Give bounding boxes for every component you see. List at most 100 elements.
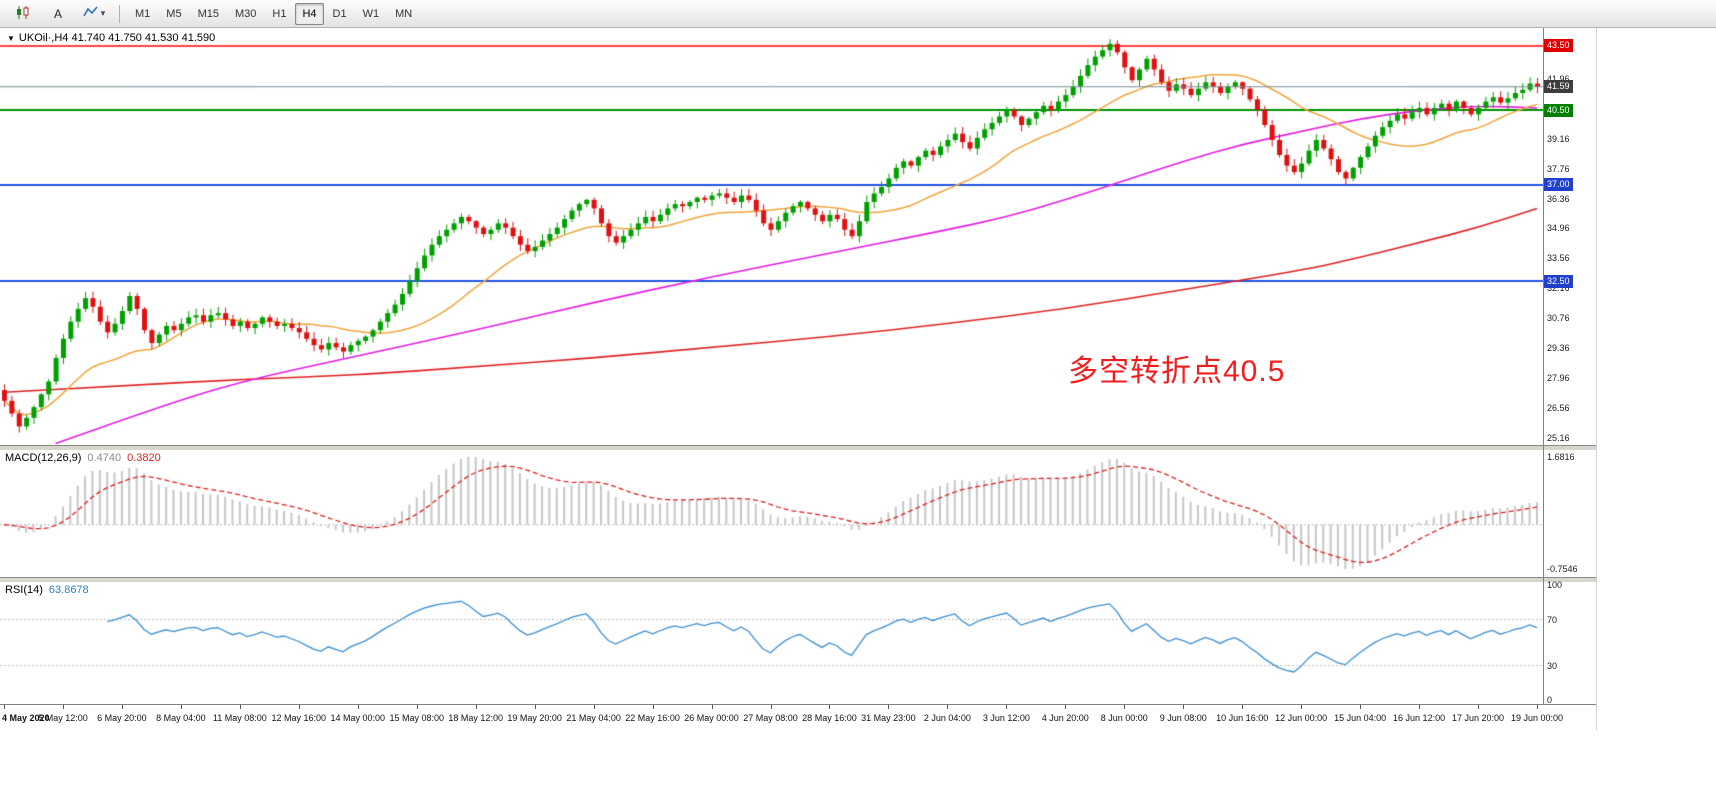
time-axis-tick xyxy=(1537,705,1538,709)
time-axis-tick xyxy=(4,705,5,709)
time-axis-tick xyxy=(416,705,418,709)
price-axis-tick: 36.36 xyxy=(1547,193,1570,204)
time-axis-label: 8 May 04:00 xyxy=(156,713,206,723)
indicator-axis-label: 30 xyxy=(1547,660,1558,671)
time-axis-tick xyxy=(180,705,182,709)
price-axis-tick: 41.96 xyxy=(1547,73,1570,84)
toolbar-divider xyxy=(119,4,120,23)
time-axis-tick xyxy=(1065,705,1067,709)
macd-signal-value: 0.3820 xyxy=(127,452,161,464)
price-axis-tick: 26.56 xyxy=(1547,403,1570,414)
timeframe-button-M5[interactable]: M5 xyxy=(166,7,182,20)
time-axis-tick xyxy=(947,705,949,709)
price-line-badge: 43.50 xyxy=(1544,39,1573,53)
time-axis-label: 12 Jun 00:00 xyxy=(1275,713,1328,723)
time-axis-label: 18 May 12:00 xyxy=(448,713,503,723)
time-axis-tick xyxy=(1360,705,1362,709)
time-axis-label: 22 May 16:00 xyxy=(625,713,680,723)
timeframe-button-H1[interactable]: H1 xyxy=(272,7,287,20)
timeframe-button-D1[interactable]: D1 xyxy=(332,7,347,20)
time-axis-label: 28 May 16:00 xyxy=(802,713,857,723)
price-axis-tick: 25.16 xyxy=(1547,432,1570,443)
time-axis-label: 15 May 08:00 xyxy=(389,713,444,723)
time-axis-label: 12 May 16:00 xyxy=(271,713,327,723)
indicator-axis-label: -0.7546 xyxy=(1547,564,1578,574)
time-axis-tick xyxy=(534,705,536,709)
time-axis-tick xyxy=(829,705,831,709)
price-axis-tick: 29.36 xyxy=(1547,343,1570,354)
price-axis-tick: 34.96 xyxy=(1547,223,1570,234)
time-axis-label: 19 May 20:00 xyxy=(507,713,562,723)
time-axis-label: 14 May 00:00 xyxy=(330,713,386,723)
macd-panel-title: MACD(12,26,9) 0.4740 0.3820 xyxy=(5,452,161,464)
price-line-badge: 32.50 xyxy=(1544,274,1573,288)
price-axis-divider xyxy=(1543,28,1544,705)
time-axis-tick xyxy=(770,705,772,709)
indicator-axis-label: 0 xyxy=(1547,695,1553,705)
time-axis-label: 31 May 23:00 xyxy=(861,713,916,723)
macd-indicator-label: MACD(12,26,9) xyxy=(5,452,82,464)
dropdown-caret-icon: ▾ xyxy=(100,8,106,18)
time-axis-label: 26 May 00:00 xyxy=(684,713,739,723)
timeframe-button-M1[interactable]: M1 xyxy=(135,7,151,20)
price-axis-tick: 33.56 xyxy=(1547,253,1570,264)
timeframe-buttons: M1 M5 M15 M30 H1 H4 D1 W1 MN xyxy=(127,2,420,25)
rsi-panel-title: RSI(14) 63.8678 xyxy=(5,584,89,596)
time-axis-label: 2 Jun 04:00 xyxy=(923,713,971,723)
time-axis-tick xyxy=(62,705,64,709)
symbol-marker-icon: ▼ xyxy=(7,33,15,43)
main-chart-canvas[interactable] xyxy=(0,28,1543,445)
time-axis-label: 15 Jun 04:00 xyxy=(1334,713,1387,723)
time-axis-tick xyxy=(1478,705,1480,709)
time-axis-tick xyxy=(121,705,123,709)
time-axis-tick xyxy=(475,705,477,709)
panel-splitter[interactable] xyxy=(0,445,1596,451)
price-axis-tick: 27.96 xyxy=(1547,373,1570,384)
time-axis-tick xyxy=(1419,705,1421,709)
time-axis-label: 11 May 08:00 xyxy=(212,713,267,723)
timeframe-button-W1[interactable]: W1 xyxy=(362,7,380,20)
time-axis-label: 19 Jun 00:00 xyxy=(1510,713,1564,723)
chart-ohlc-header: UKOil·,H4 41.740 41.750 41.530 41.590 xyxy=(18,32,216,44)
chart-type-button[interactable] xyxy=(5,2,39,26)
time-axis-label: 8 Jun 00:00 xyxy=(1100,713,1148,723)
time-axis-tick xyxy=(357,705,359,709)
timeframe-button-M30[interactable]: M30 xyxy=(234,7,257,20)
time-axis-label: 3 Jun 12:00 xyxy=(982,713,1030,723)
time-axis-label: 10 Jun 16:00 xyxy=(1216,713,1269,723)
macd-canvas[interactable] xyxy=(0,449,1543,577)
time-axis-label: 17 Jun 20:00 xyxy=(1452,713,1505,723)
time-axis-tick xyxy=(298,705,300,709)
text-tool-button[interactable]: A xyxy=(41,2,75,26)
time-axis-tick xyxy=(1006,705,1008,709)
price-line-badge: 37.00 xyxy=(1544,178,1573,192)
price-axis-tick: 39.16 xyxy=(1547,133,1570,144)
timeframe-button-H4[interactable]: H4 xyxy=(295,2,324,25)
rsi-value: 63.8678 xyxy=(48,584,89,596)
indicator-tool-button[interactable]: ▾ xyxy=(77,2,111,26)
timeframe-button-M15[interactable]: M15 xyxy=(197,7,219,20)
candlestick-chart-icon xyxy=(15,5,30,23)
time-axis-label: 5 May 12:00 xyxy=(38,713,88,723)
time-axis-label: 4 Jun 20:00 xyxy=(1041,713,1089,723)
timeframe-button-MN[interactable]: MN xyxy=(395,7,413,20)
price-line-badge: 40.50 xyxy=(1544,103,1573,117)
price-axis-tick: 30.76 xyxy=(1547,313,1570,324)
price-axis-tick: 37.76 xyxy=(1547,163,1570,174)
indicator-axis-label: 1.6816 xyxy=(1547,452,1575,462)
polyline-indicator-icon xyxy=(83,5,99,22)
rsi-canvas[interactable] xyxy=(0,581,1543,704)
time-axis[interactable]: 4 May 2020 5 May 12:00 6 May 20:00 8 May 04… xyxy=(0,704,1596,731)
time-axis-tick xyxy=(1183,705,1185,709)
time-axis-tick xyxy=(711,705,713,709)
panel-splitter[interactable] xyxy=(0,577,1596,583)
time-axis-tick xyxy=(1301,705,1303,709)
time-axis-tick xyxy=(239,705,241,709)
time-axis-label: 6 May 20:00 xyxy=(97,713,147,723)
time-axis-label: 9 Jun 08:00 xyxy=(1159,713,1207,723)
time-axis-label: 4 May 2020 xyxy=(2,713,50,723)
price-axis-tick: 32.16 xyxy=(1547,283,1570,294)
time-axis-tick xyxy=(1242,705,1244,709)
rsi-indicator-label: RSI(14) xyxy=(5,584,43,596)
